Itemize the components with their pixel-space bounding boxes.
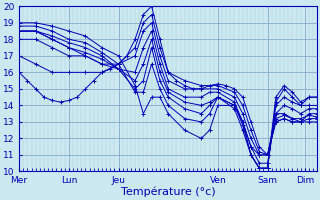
X-axis label: Température (°c): Température (°c) (121, 187, 215, 197)
